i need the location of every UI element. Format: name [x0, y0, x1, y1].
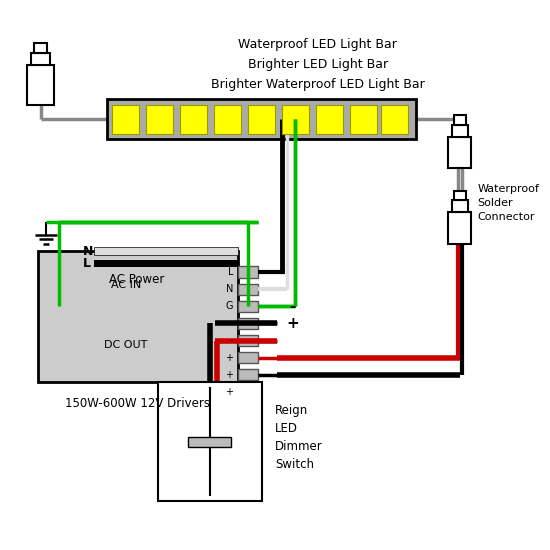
Text: -: -	[230, 336, 233, 345]
Bar	[238, 300, 258, 312]
Bar	[189, 437, 231, 447]
Bar	[282, 104, 309, 134]
Text: Waterproof
Solder
Connector: Waterproof Solder Connector	[477, 184, 539, 222]
Bar	[94, 260, 238, 267]
Text: +: +	[226, 370, 233, 379]
Bar	[38, 251, 238, 382]
Bar	[452, 200, 467, 212]
Bar	[238, 368, 258, 381]
Bar	[238, 267, 258, 278]
Bar	[316, 104, 343, 134]
Bar	[238, 283, 258, 295]
Bar	[158, 382, 262, 502]
Bar	[452, 125, 467, 136]
Text: Waterproof LED Light Bar: Waterproof LED Light Bar	[238, 38, 397, 51]
Bar	[381, 104, 408, 134]
Text: DC OUT: DC OUT	[104, 340, 147, 350]
Bar	[107, 99, 416, 139]
Text: -: -	[289, 299, 296, 314]
Text: Brighter LED Light Bar: Brighter LED Light Bar	[248, 58, 388, 72]
Bar	[350, 104, 377, 134]
Text: Brighter Waterproof LED Light Bar: Brighter Waterproof LED Light Bar	[211, 79, 425, 91]
Text: AC IN: AC IN	[111, 280, 141, 290]
Bar	[238, 334, 258, 346]
Text: L: L	[83, 257, 91, 270]
Bar	[249, 104, 275, 134]
Bar	[34, 43, 47, 53]
Text: L: L	[228, 267, 233, 277]
Text: AC Power: AC Power	[109, 273, 164, 287]
Bar	[238, 351, 258, 364]
Text: +: +	[226, 353, 233, 362]
Bar	[454, 116, 466, 125]
Bar	[112, 104, 139, 134]
Text: Reign
LED
Dimmer
Switch: Reign LED Dimmer Switch	[275, 404, 323, 471]
Text: +: +	[286, 316, 299, 331]
Text: 150W-600W 12V Drivers: 150W-600W 12V Drivers	[65, 398, 210, 410]
Bar	[31, 53, 50, 65]
Text: G: G	[226, 301, 233, 311]
Bar	[28, 65, 54, 104]
Bar	[448, 212, 471, 244]
Bar	[448, 136, 471, 168]
Bar	[454, 191, 466, 200]
Text: N: N	[226, 284, 233, 294]
Bar	[238, 386, 258, 398]
Bar	[180, 104, 207, 134]
Text: N: N	[83, 245, 94, 257]
Bar	[146, 104, 173, 134]
Text: -: -	[230, 318, 233, 328]
Text: +: +	[226, 387, 233, 397]
Bar	[214, 104, 241, 134]
Bar	[238, 317, 258, 329]
Bar	[94, 247, 238, 255]
